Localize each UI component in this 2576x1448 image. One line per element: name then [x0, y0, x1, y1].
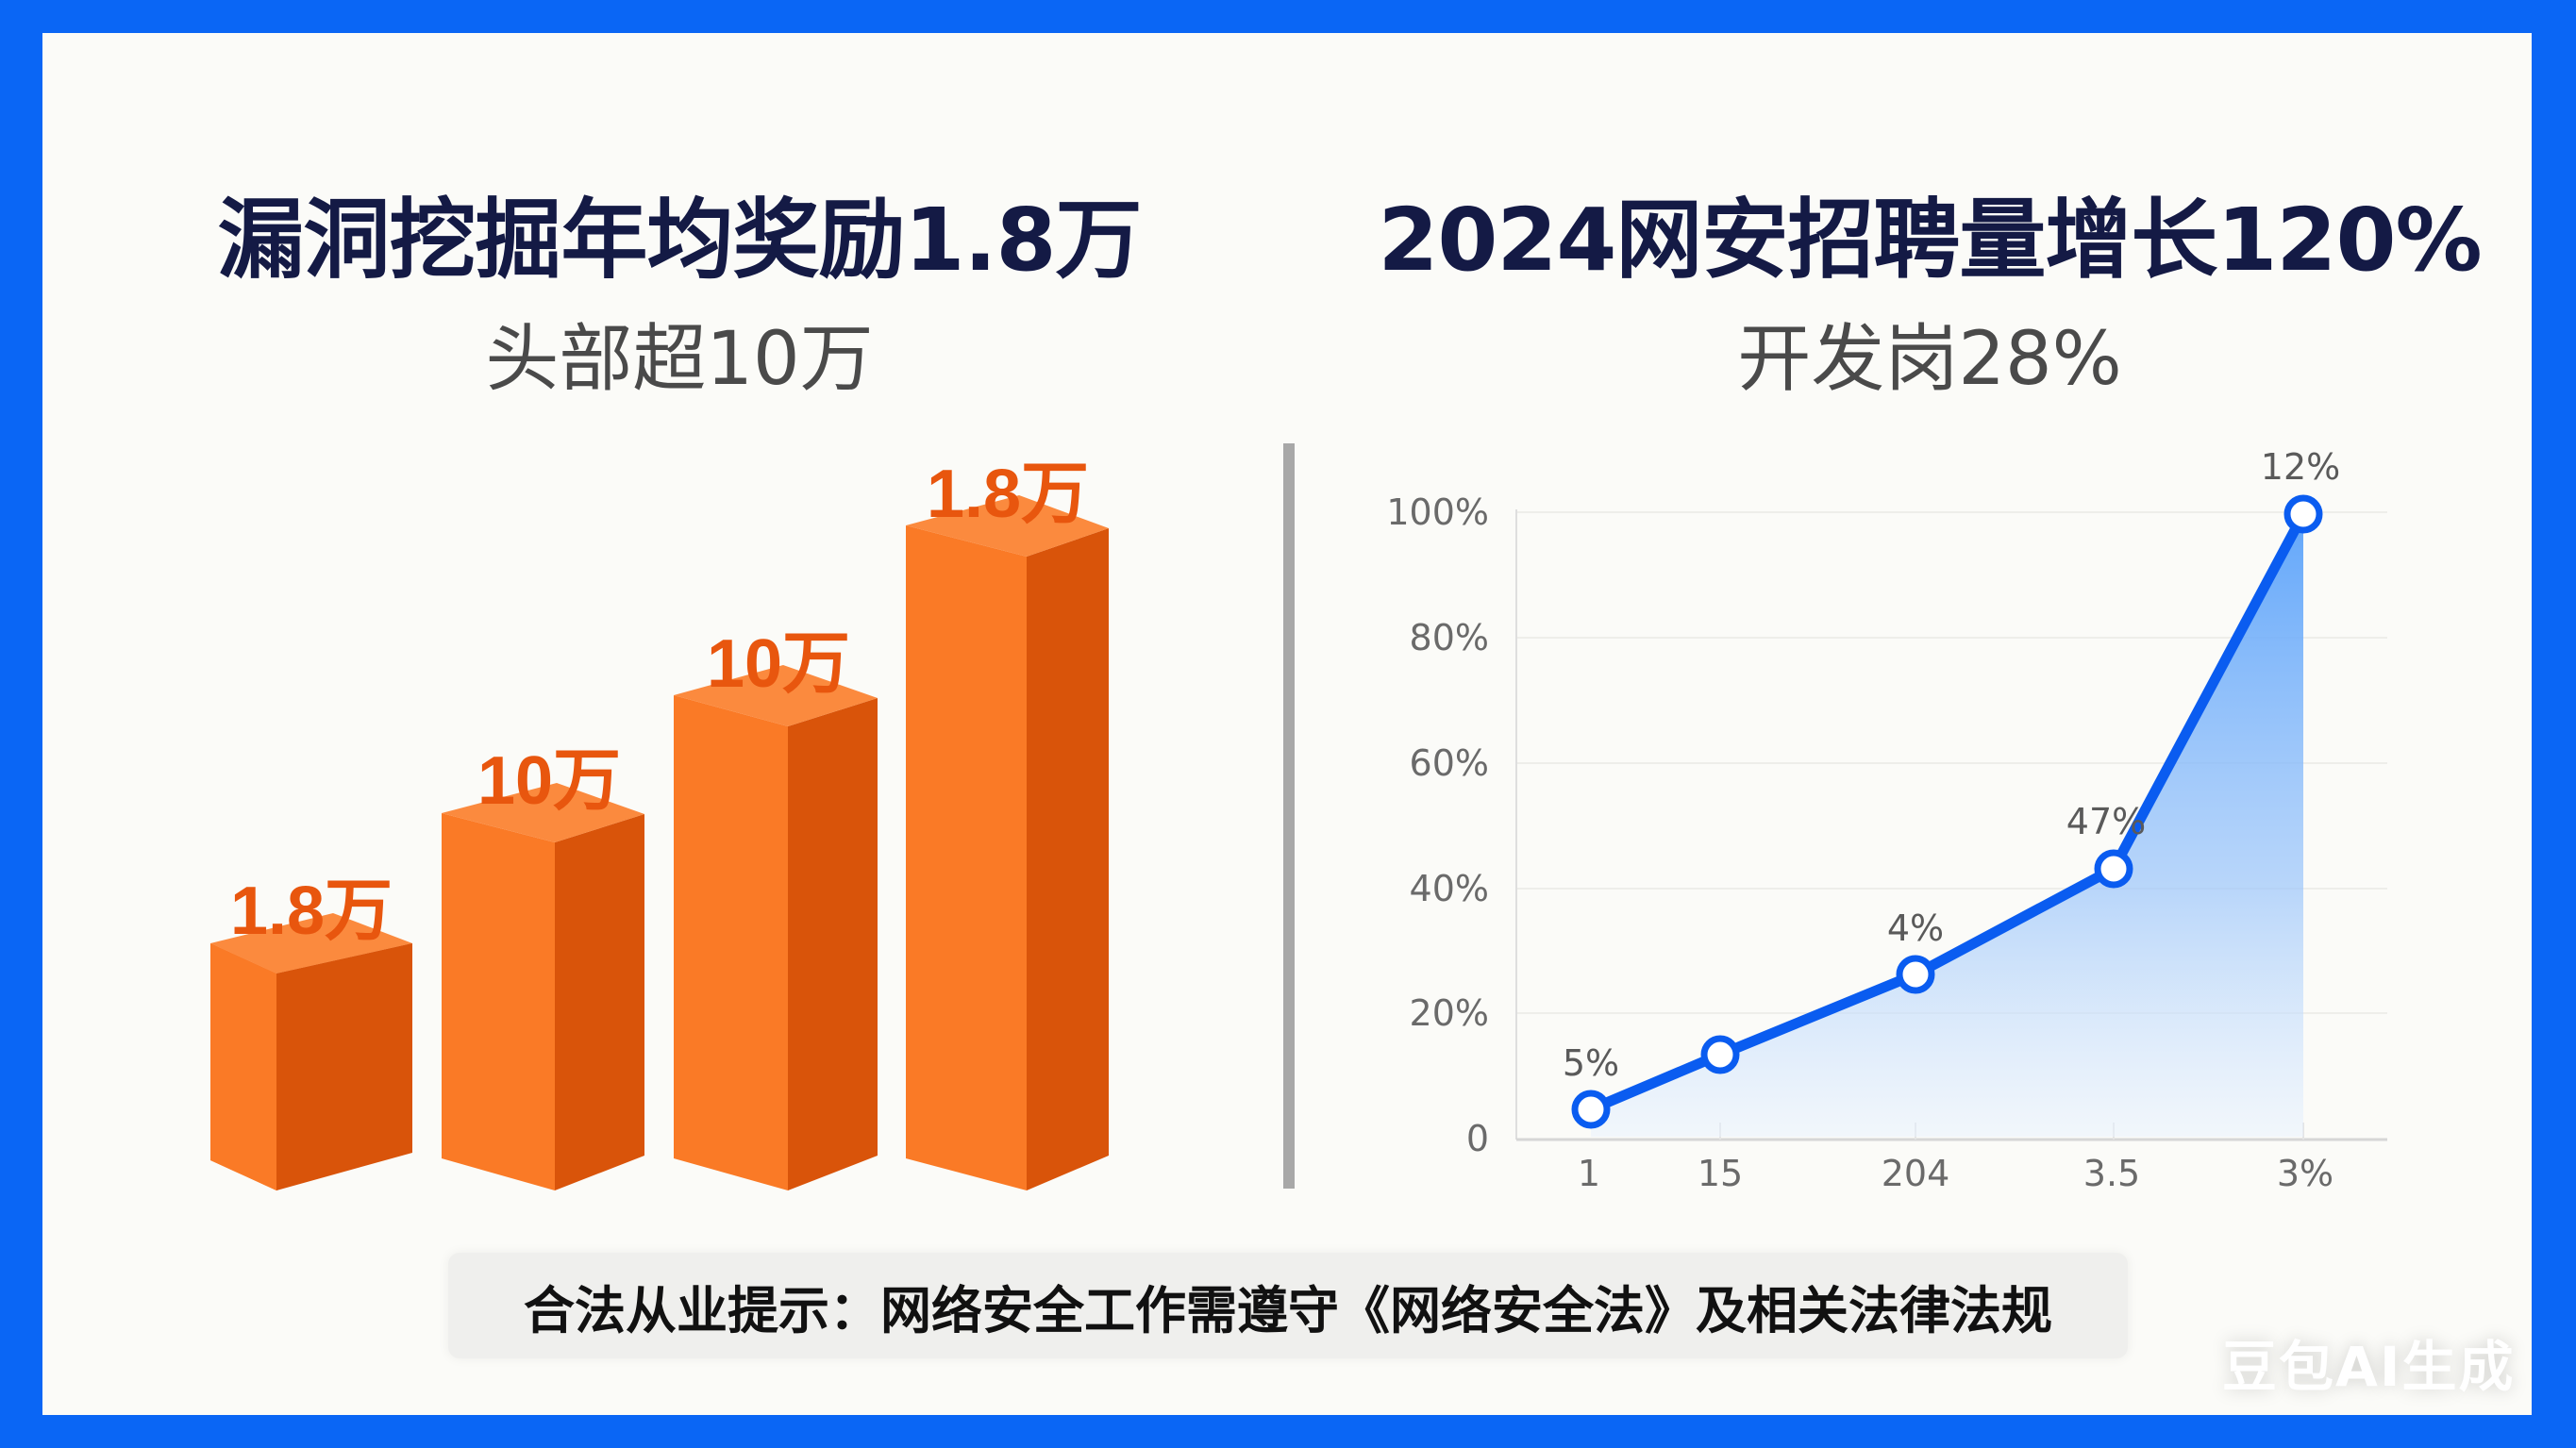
left-title: 漏洞挖掘年均奖励1.8万	[217, 190, 1143, 291]
data-points	[1571, 494, 2323, 1129]
bar-1: 1.8万	[210, 874, 412, 1190]
data-point-5	[2283, 494, 2323, 534]
xtick-3: 204	[1882, 1153, 1950, 1194]
area-fill	[1591, 514, 2303, 1137]
ytick-40: 40%	[1410, 868, 1489, 909]
right-title: 2024网安招聘量增长120%	[1378, 190, 2482, 291]
bar-3: 10万	[674, 626, 878, 1190]
ai-watermark: 豆包AI生成	[2222, 1335, 2516, 1399]
data-point-3	[1896, 955, 1935, 994]
data-point-1	[1571, 1090, 1611, 1129]
point-label-5: 12%	[2261, 446, 2340, 488]
point-label-3: 4%	[1887, 907, 1944, 949]
panel-divider	[1283, 443, 1295, 1189]
point-label-1: 5%	[1563, 1042, 1619, 1084]
xtick-4: 3.5	[2083, 1153, 2140, 1194]
bar-2-label: 10万	[477, 743, 621, 819]
legal-notice-text: 合法从业提示：网络安全工作需遵守《网络安全法》及相关法律法规	[524, 1280, 2052, 1340]
bar-1-label: 1.8万	[230, 874, 393, 949]
ytick-100: 100%	[1386, 491, 1489, 533]
legal-notice-banner: 合法从业提示：网络安全工作需遵守《网络安全法》及相关法律法规	[448, 1253, 2128, 1358]
ytick-60: 60%	[1410, 742, 1489, 784]
right-subtitle: 开发岗28%	[1737, 317, 2122, 402]
ytick-20: 20%	[1410, 992, 1489, 1034]
ytick-0: 0	[1466, 1118, 1489, 1159]
bar-4-label: 1.8万	[927, 457, 1089, 532]
bar-3-label: 10万	[707, 626, 850, 702]
ytick-80: 80%	[1410, 617, 1489, 658]
bar-4: 1.8万	[906, 457, 1109, 1190]
xtick-1: 1	[1578, 1153, 1600, 1194]
data-point-2	[1700, 1035, 1740, 1074]
bar-2: 10万	[442, 743, 644, 1190]
data-point-4	[2094, 849, 2133, 889]
xtick-5: 3%	[2277, 1153, 2333, 1194]
point-label-4: 47%	[2066, 801, 2146, 842]
xtick-2: 15	[1698, 1153, 1743, 1194]
left-subtitle: 头部超10万	[485, 317, 874, 402]
